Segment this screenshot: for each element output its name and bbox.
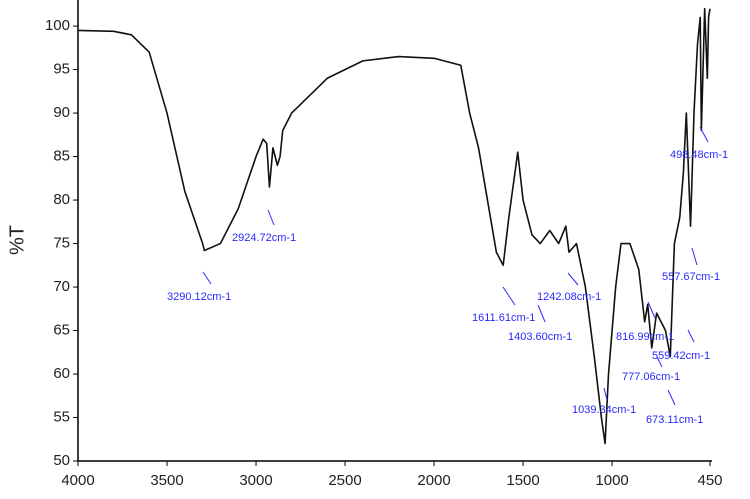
annotation: 1403.60cm-1 bbox=[508, 331, 572, 343]
y-tick-label: 75 bbox=[53, 235, 70, 252]
y-tick-label: 80 bbox=[53, 191, 70, 208]
annotation-pointer bbox=[699, 126, 709, 143]
annotation-pointer bbox=[267, 209, 275, 226]
x-tick-label: 450 bbox=[697, 472, 722, 489]
x-tick-label: 2000 bbox=[417, 472, 450, 489]
y-tick-label: 95 bbox=[53, 61, 70, 78]
annotation-pointer bbox=[502, 286, 516, 306]
annotation-pointer bbox=[567, 272, 579, 286]
y-axis-label: %T bbox=[6, 225, 28, 255]
annotation-pointer bbox=[667, 389, 676, 406]
y-tick-label: 65 bbox=[53, 321, 70, 338]
annotation-pointer bbox=[202, 271, 212, 285]
annotation-pointer bbox=[603, 387, 608, 401]
annotation: 3290.12cm-1 bbox=[167, 291, 231, 303]
y-tick-label: 85 bbox=[53, 148, 70, 165]
annotation: 1611.61cm-1 bbox=[472, 312, 535, 324]
annotation: 2924.72cm-1 bbox=[232, 232, 296, 244]
annotation: 816.99cm-1 bbox=[616, 331, 674, 343]
annotation-pointer bbox=[537, 304, 546, 323]
x-tick-label: 3000 bbox=[239, 472, 272, 489]
x-tick-label: 2500 bbox=[328, 472, 361, 489]
y-tick-label: 100 bbox=[45, 17, 70, 34]
annotation: 1242.08cm-1 bbox=[537, 291, 601, 303]
y-tick-label: 90 bbox=[53, 104, 70, 121]
y-tick-label: 55 bbox=[53, 408, 70, 425]
annotation: 777.06cm-1 bbox=[622, 371, 680, 383]
y-tick-label: 70 bbox=[53, 278, 70, 295]
annotation: 559.42cm-1 bbox=[652, 350, 710, 362]
annotation-pointer bbox=[647, 301, 656, 319]
x-tick-label: 4000 bbox=[61, 472, 94, 489]
annotation: 498.48cm-1 bbox=[670, 149, 728, 161]
annotation: 673.11cm-1 bbox=[646, 414, 703, 426]
x-tick-label: 3500 bbox=[150, 472, 183, 489]
annotation-pointer bbox=[687, 329, 695, 343]
x-tick-label: 1000 bbox=[595, 472, 628, 489]
x-tick-label: 1500 bbox=[506, 472, 539, 489]
annotation-pointer bbox=[656, 356, 663, 368]
annotation: 557.67cm-1 bbox=[662, 271, 720, 283]
annotation-pointer bbox=[691, 247, 698, 266]
y-tick-label: 50 bbox=[53, 452, 70, 469]
y-tick-label: 60 bbox=[53, 365, 70, 382]
annotation: 1039.34cm-1 bbox=[572, 404, 636, 416]
spectrum-line bbox=[77, 7, 711, 445]
